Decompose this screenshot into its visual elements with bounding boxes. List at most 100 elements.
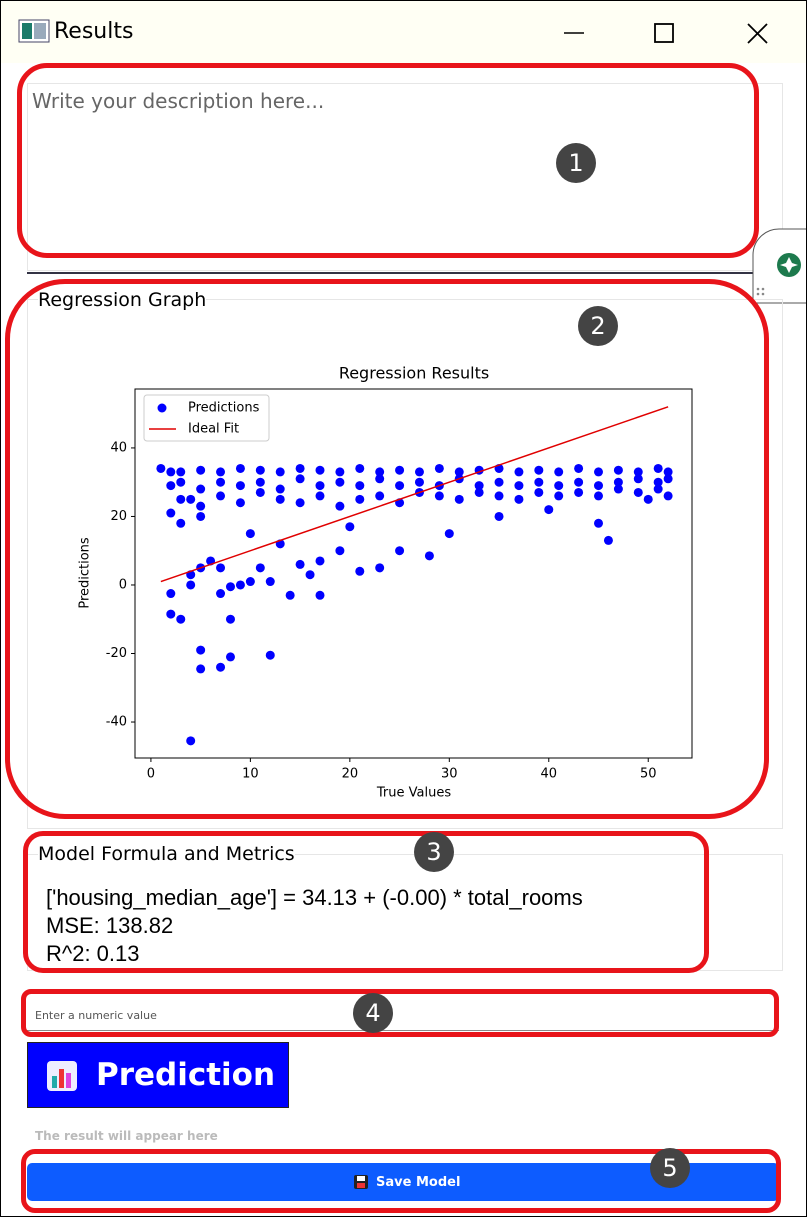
point xyxy=(444,529,454,539)
point xyxy=(395,546,405,556)
point xyxy=(156,463,166,473)
point xyxy=(216,467,226,477)
point xyxy=(176,467,186,477)
point xyxy=(544,505,554,515)
point xyxy=(434,491,444,501)
point xyxy=(554,481,564,491)
plot-frame xyxy=(134,388,693,759)
mse: MSE: 138.82 xyxy=(46,913,174,938)
point xyxy=(186,494,196,504)
x-tick-label: 30 xyxy=(441,767,458,782)
point xyxy=(653,477,663,487)
point xyxy=(216,589,226,599)
point xyxy=(375,467,385,477)
point xyxy=(275,494,285,504)
numeric-input[interactable] xyxy=(27,1001,779,1031)
point xyxy=(305,570,315,580)
point xyxy=(414,467,424,477)
point xyxy=(594,518,604,528)
r-squared: R^2: 0.13 xyxy=(46,941,140,966)
annotation-box xyxy=(5,279,769,819)
point xyxy=(285,590,295,600)
point xyxy=(235,481,245,491)
point xyxy=(166,589,176,599)
point xyxy=(245,529,255,539)
point xyxy=(633,474,643,484)
point xyxy=(534,465,544,475)
point xyxy=(216,491,226,501)
floppy-icon xyxy=(354,1175,368,1189)
y-axis-label: Predictions xyxy=(78,537,93,609)
x-tick-label: 50 xyxy=(640,767,657,782)
point xyxy=(295,474,305,484)
point xyxy=(166,467,176,477)
window-controls[interactable] xyxy=(556,17,786,51)
annotation-number: 2 xyxy=(578,306,618,346)
point xyxy=(216,662,226,672)
point xyxy=(335,467,345,477)
point xyxy=(613,484,623,494)
annotation-box xyxy=(21,1149,781,1213)
assistant-widget[interactable] xyxy=(751,227,807,305)
point xyxy=(245,577,255,587)
graph-group xyxy=(27,299,783,829)
save-label: Save Model xyxy=(376,1175,461,1190)
point xyxy=(594,491,604,501)
annotation-box xyxy=(17,63,759,258)
x-tick-label: 20 xyxy=(342,767,359,782)
point xyxy=(633,467,643,477)
point xyxy=(265,650,275,660)
chart-icon xyxy=(47,1061,77,1091)
point xyxy=(235,463,245,473)
point xyxy=(335,477,345,487)
point xyxy=(514,481,524,491)
legend-marker xyxy=(157,403,167,413)
annotation-box xyxy=(21,989,779,1037)
point xyxy=(594,467,604,477)
point xyxy=(335,501,345,511)
point xyxy=(275,467,285,477)
point xyxy=(395,481,405,491)
point xyxy=(574,463,584,473)
legend-label: Predictions xyxy=(188,401,260,416)
prediction-button[interactable]: Prediction xyxy=(27,1042,289,1108)
point xyxy=(225,614,235,624)
annotation-number: 1 xyxy=(556,143,596,183)
point xyxy=(196,645,206,655)
point xyxy=(186,736,196,746)
title-bar xyxy=(1,1,806,63)
point xyxy=(395,465,405,475)
point xyxy=(166,609,176,619)
result-text: The result will appear here xyxy=(35,1129,218,1143)
point xyxy=(613,465,623,475)
point xyxy=(176,614,186,624)
point xyxy=(355,494,365,504)
point xyxy=(315,556,325,566)
point xyxy=(603,535,613,545)
annotation-number: 5 xyxy=(650,1148,690,1188)
formula: ['housing_median_age'] = 34.13 + (-0.00)… xyxy=(46,885,583,910)
y-tick-label: 20 xyxy=(110,509,127,524)
point xyxy=(196,484,206,494)
point xyxy=(255,465,265,475)
point xyxy=(534,487,544,497)
point xyxy=(514,467,524,477)
point xyxy=(345,522,355,532)
description-field[interactable] xyxy=(27,83,783,271)
point xyxy=(594,481,604,491)
point xyxy=(554,491,564,501)
window-title: Results xyxy=(54,19,134,44)
fit-line xyxy=(160,406,669,583)
legend-label: Ideal Fit xyxy=(188,422,239,437)
point xyxy=(494,477,504,487)
x-axis-label: True Values xyxy=(376,786,451,801)
point xyxy=(494,511,504,521)
point xyxy=(196,501,206,511)
point xyxy=(216,477,226,487)
app-icon xyxy=(18,19,50,43)
point xyxy=(196,664,206,674)
point xyxy=(166,481,176,491)
point xyxy=(434,463,444,473)
point xyxy=(454,494,464,504)
point xyxy=(375,563,385,573)
